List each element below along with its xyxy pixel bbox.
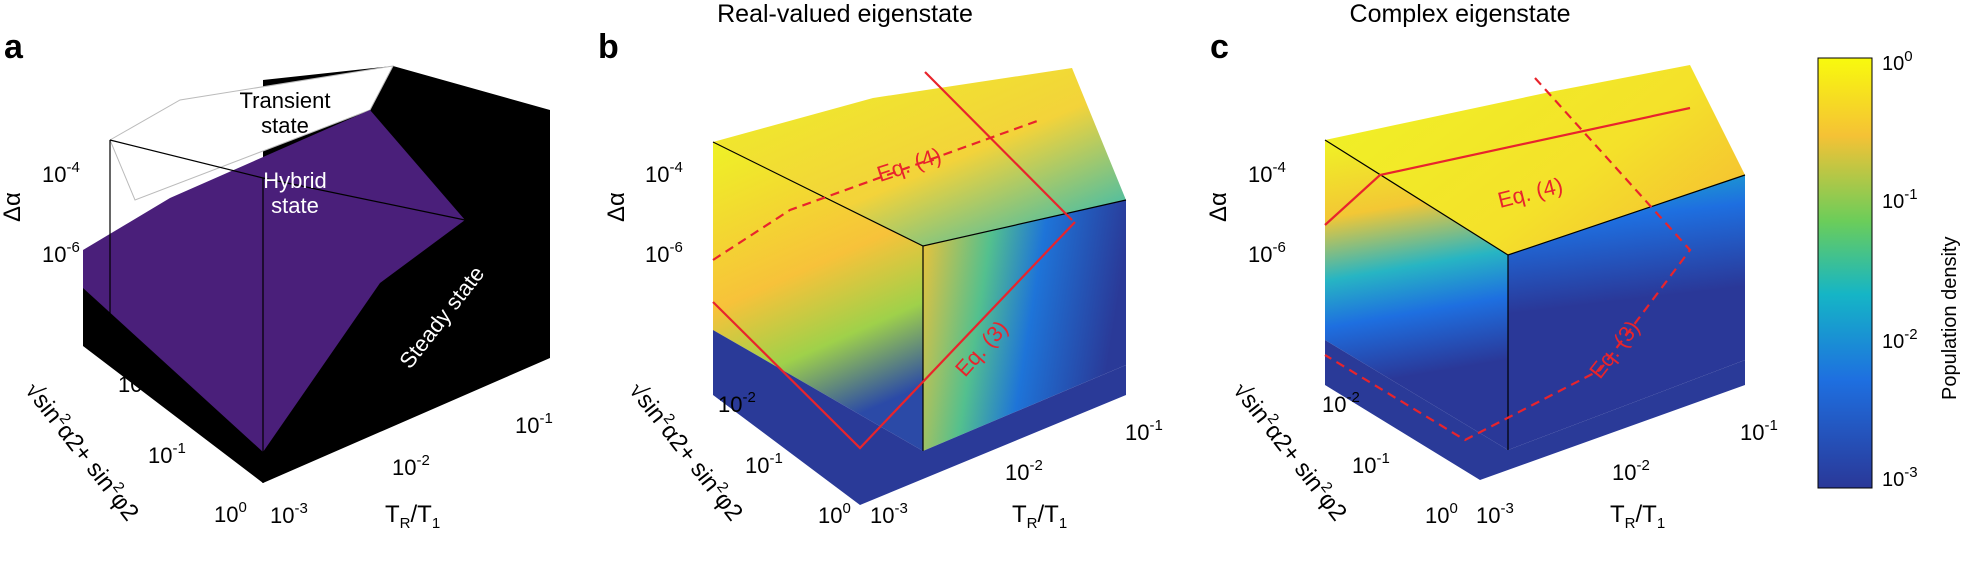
tick-depth-b-3: 100 [818,500,851,528]
axis-label-horiz-c: TR/T1 [1610,501,1665,532]
panel-c: c Complex eigenstate Eq. (4) Eq. (3) [1210,0,1746,480]
colorbar-tick-2: 10-2 [1882,326,1918,353]
hybrid-state-region [83,110,465,452]
svg-text:√sin2α2+ sin2φ2: √sin2α2+ sin2φ2 [19,376,145,526]
axis-label-depth-a: √sin2α2+ sin2φ2 [19,376,145,526]
colorbar-tick-3: 10-3 [1882,464,1918,491]
tick-vert-c-1: 10-4 [1248,159,1286,187]
panel-b-axes: 10-4 10-6 Δα 10-2 10-1 100 10-3 10-2 10-… [603,159,1163,532]
panel-c-lines [1324,77,1692,442]
panel-c-bottom-face [1325,340,1745,480]
colorbar-tick-0: 100 [1882,48,1913,75]
colorbar-gradient [1817,57,1873,489]
tick-vert-a-2: 10-6 [42,239,80,267]
tick-depth-b-1: 10-2 [718,389,756,417]
axis-label-horiz-a: TR/T1 [385,501,440,532]
tick-horiz-c-3: 10-1 [1740,417,1778,445]
tick-vert-c-2: 10-6 [1248,239,1286,267]
axis-label-vert-a: Δα [0,192,26,222]
tick-depth-a-1: 10-2 [118,369,156,397]
tick-horiz-b-3: 10-1 [1125,417,1163,445]
panel-c-front-face [1508,175,1745,450]
tick-horiz-a-1: 10-3 [270,500,308,528]
tick-depth-c-3: 100 [1425,500,1458,528]
cube-edges-a [109,139,466,483]
panel-c-top-face [1325,65,1745,255]
panel-c-title: Complex eigenstate [1350,0,1571,28]
panel-b-left-face [713,142,923,451]
panel-b-bottom-face [713,330,1126,505]
colorbar-tick-1: 10-1 [1882,186,1918,213]
panel-b-front-face [923,200,1126,451]
panel-a: a Transient state Hybrid state Steady st… [4,28,550,483]
tick-horiz-a-2: 10-2 [392,452,430,480]
tick-horiz-c-2: 10-2 [1612,457,1650,485]
panel-b-title: Real-valued eigenstate [717,0,973,28]
transient-label-2: state [261,113,309,138]
colorbar: 100 10-1 10-2 10-3 Population density [1817,48,1961,491]
tick-horiz-b-1: 10-3 [870,500,908,528]
axis-label-vert-b: Δα [603,192,630,222]
panel-a-label: a [4,28,24,66]
panel-c-left-face [1325,140,1508,450]
tick-horiz-c-1: 10-3 [1476,500,1514,528]
tick-depth-c-1: 10-2 [1322,389,1360,417]
tick-horiz-b-2: 10-2 [1005,457,1043,485]
transient-state-region [109,65,394,201]
panel-b-lines [712,71,1076,450]
tick-depth-c-2: 10-1 [1352,450,1390,478]
tick-vert-b-2: 10-6 [645,239,683,267]
panel-b: b Real-valued eigenstate Eq. (4) Eq. (3) [598,0,1127,505]
cube-edges-b [712,141,1127,451]
tick-depth-a-3: 100 [214,499,247,527]
panel-c-label: c [1210,28,1229,66]
transient-label-1: Transient [240,88,331,113]
colorbar-label: Population density [1939,237,1961,400]
tick-depth-a-2: 10-1 [148,440,186,468]
tick-horiz-a-3: 10-1 [515,410,553,438]
axis-label-horiz-b: TR/T1 [1012,501,1067,532]
axis-label-vert-c: Δα [1205,192,1232,222]
tick-vert-a-1: 10-4 [42,159,80,187]
tick-depth-b-2: 10-1 [745,450,783,478]
hybrid-label-1: Hybrid [263,168,327,193]
panel-c-axes: 10-4 10-6 Δα 10-2 10-1 100 10-3 10-2 10-… [1205,159,1778,532]
hybrid-label-2: state [271,193,319,218]
panel-b-label: b [598,28,619,66]
tick-vert-b-1: 10-4 [645,159,683,187]
panel-b-top-face [713,68,1126,246]
